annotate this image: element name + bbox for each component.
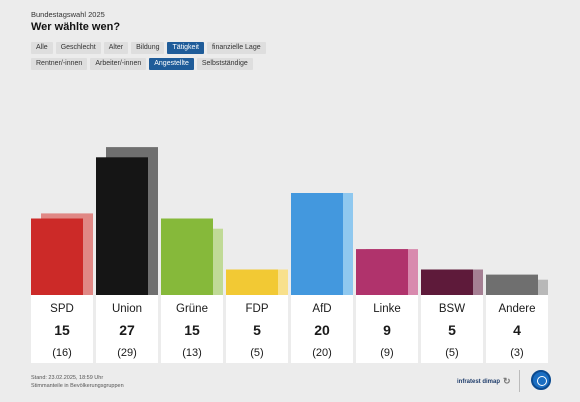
value-label-4: 20 [314, 322, 330, 338]
previous-label-7: (3) [510, 347, 523, 359]
category-label-4: AfD [312, 303, 331, 315]
category-label-1: Union [112, 303, 142, 315]
brand-infratest: infratest dimap ↻ [457, 376, 511, 387]
footer-note: Stimmanteile in Bevölkerungsgruppen [31, 383, 124, 389]
bar-current-3 [226, 269, 278, 295]
label-tile-0 [31, 295, 93, 363]
bar-current-6 [421, 269, 473, 295]
category-label-7: Andere [498, 303, 535, 315]
category-label-5: Linke [373, 303, 401, 315]
filter-arbeiter[interactable]: Arbeiter/-innen [90, 58, 147, 70]
refresh-icon[interactable]: ↻ [503, 376, 511, 386]
filter-alter[interactable]: Alter [103, 42, 129, 54]
footer-stand: Stand: 23.02.2025, 18:59 Uhr [31, 375, 104, 381]
previous-label-1: (29) [117, 347, 137, 359]
category-label-2: Grüne [176, 303, 208, 315]
label-tile-6 [421, 295, 483, 363]
kicker: Bundestagswahl 2025 [31, 10, 105, 19]
value-label-6: 5 [448, 322, 456, 338]
previous-label-6: (5) [445, 347, 458, 359]
filter-selbststaendige[interactable]: Selbstständige [196, 58, 253, 70]
brand-label: infratest dimap [457, 378, 501, 385]
filter-angestellte[interactable]: Angestellte [149, 58, 194, 70]
value-label-7: 4 [513, 322, 521, 338]
category-label-3: FDP [246, 303, 269, 315]
previous-label-0: (16) [52, 347, 72, 359]
footer-divider [519, 370, 520, 392]
label-tile-4 [291, 295, 353, 363]
bar-current-7 [486, 274, 538, 295]
bar-current-0 [31, 218, 83, 295]
label-tile-1 [96, 295, 158, 363]
bar-chart: SPD 15 (16) Union 27 (29) Grüne 15 (13) FDP 5 (5) Af… [31, 147, 548, 363]
value-label-2: 15 [184, 322, 200, 338]
filter-row-main: Alle Geschlecht Alter Bildung Tätigkeit … [31, 42, 266, 54]
value-label-0: 15 [54, 322, 70, 338]
footer-info: Stand: 23.02.2025, 18:59 Uhr Stimmanteil… [31, 374, 124, 390]
value-label-5: 9 [383, 322, 391, 338]
label-tile-7 [486, 295, 548, 363]
filter-bildung[interactable]: Bildung [131, 42, 165, 54]
category-label-0: SPD [50, 303, 74, 315]
filter-finanzielle-lage[interactable]: finanzielle Lage [206, 42, 266, 54]
label-tile-2 [161, 295, 223, 363]
label-tile-3 [226, 295, 288, 363]
tagesschau-logo-icon [531, 370, 551, 390]
previous-label-4: (20) [312, 347, 332, 359]
filter-row-sub: Rentner/-innen Arbeiter/-innen Angestell… [31, 58, 253, 70]
category-label-6: BSW [439, 303, 465, 315]
bar-current-4 [291, 193, 343, 295]
value-label-3: 5 [253, 322, 261, 338]
value-label-1: 27 [119, 322, 135, 338]
filter-geschlecht[interactable]: Geschlecht [55, 42, 101, 54]
bar-current-1 [96, 157, 148, 295]
bar-current-5 [356, 249, 408, 295]
previous-label-5: (9) [380, 347, 393, 359]
label-tile-5 [356, 295, 418, 363]
page-title: Wer wählte wen? [31, 21, 121, 33]
filter-alle[interactable]: Alle [31, 42, 53, 54]
filter-rentner[interactable]: Rentner/-innen [31, 58, 88, 70]
previous-label-2: (13) [182, 347, 202, 359]
filter-taetigkeit[interactable]: Tätigkeit [167, 42, 204, 54]
bar-current-2 [161, 218, 213, 295]
previous-label-3: (5) [250, 347, 263, 359]
